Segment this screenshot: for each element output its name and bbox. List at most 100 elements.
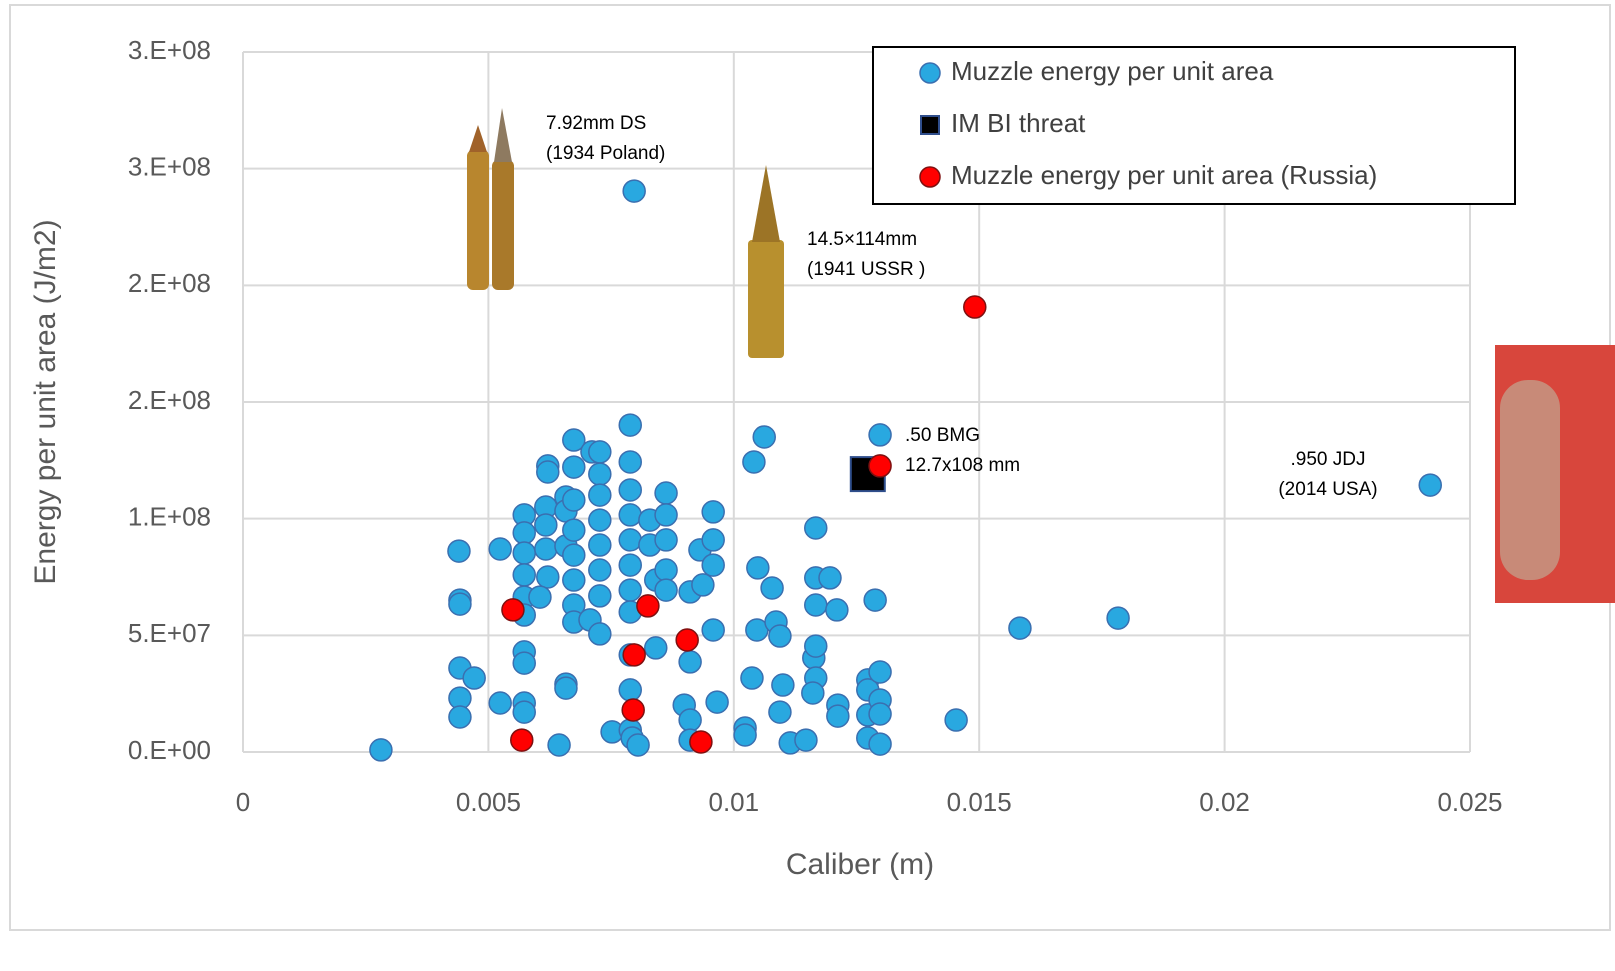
point bbox=[676, 629, 698, 651]
point bbox=[679, 651, 701, 673]
hand-photo bbox=[1500, 380, 1560, 580]
point bbox=[864, 589, 886, 611]
legend-marker bbox=[920, 63, 940, 83]
point bbox=[761, 577, 783, 599]
point bbox=[589, 463, 611, 485]
point bbox=[702, 554, 724, 576]
y-tick-label: 3.E+08 bbox=[128, 35, 211, 65]
point bbox=[623, 644, 645, 666]
point bbox=[692, 574, 714, 596]
y-tick-label: 2.E+08 bbox=[128, 385, 211, 415]
point bbox=[370, 739, 392, 761]
annotation: 7.92mm DS bbox=[546, 113, 646, 134]
point bbox=[513, 522, 535, 544]
point bbox=[819, 567, 841, 589]
point bbox=[623, 180, 645, 202]
point bbox=[826, 599, 848, 621]
point bbox=[637, 595, 659, 617]
point bbox=[502, 599, 524, 621]
y-tick-label: 2.E+08 bbox=[128, 268, 211, 298]
point bbox=[619, 679, 641, 701]
point bbox=[964, 296, 986, 318]
point bbox=[706, 691, 728, 713]
point bbox=[548, 734, 570, 756]
point bbox=[589, 585, 611, 607]
point bbox=[563, 569, 585, 591]
point bbox=[513, 542, 535, 564]
point bbox=[511, 729, 533, 751]
point bbox=[537, 566, 559, 588]
point bbox=[869, 424, 891, 446]
point bbox=[772, 674, 794, 696]
point bbox=[702, 619, 724, 641]
point bbox=[795, 729, 817, 751]
annotation: (1934 Poland) bbox=[546, 143, 665, 164]
point bbox=[619, 504, 641, 526]
x-tick-label: 0.005 bbox=[456, 787, 521, 817]
point bbox=[769, 701, 791, 723]
point bbox=[655, 482, 677, 504]
point bbox=[743, 451, 765, 473]
point bbox=[535, 538, 557, 560]
point bbox=[619, 451, 641, 473]
point bbox=[869, 733, 891, 755]
point bbox=[1009, 617, 1031, 639]
y-tick-label: 1.E+08 bbox=[128, 502, 211, 532]
point bbox=[734, 724, 756, 746]
x-tick-label: 0.015 bbox=[947, 787, 1012, 817]
point bbox=[747, 557, 769, 579]
point bbox=[449, 593, 471, 615]
point bbox=[537, 461, 559, 483]
point bbox=[489, 692, 511, 714]
x-tick-label: 0 bbox=[236, 787, 250, 817]
point bbox=[619, 579, 641, 601]
point bbox=[645, 637, 667, 659]
point bbox=[622, 699, 644, 721]
point bbox=[1107, 607, 1129, 629]
x-tick-label: 0.02 bbox=[1199, 787, 1250, 817]
legend-label: Muzzle energy per unit area bbox=[951, 56, 1274, 86]
x-axis-title: Caliber (m) bbox=[786, 848, 934, 881]
point bbox=[555, 677, 577, 699]
point bbox=[769, 625, 791, 647]
point bbox=[1419, 474, 1441, 496]
x-tick-label: 0.025 bbox=[1437, 787, 1502, 817]
point bbox=[563, 456, 585, 478]
point bbox=[449, 706, 471, 728]
point bbox=[869, 455, 891, 477]
point bbox=[655, 504, 677, 526]
annotation: 12.7x108 mm bbox=[905, 455, 1020, 476]
point bbox=[619, 414, 641, 436]
annotation: .950 JDJ bbox=[1291, 449, 1366, 470]
annotation: (1941 USSR ) bbox=[807, 259, 925, 280]
point bbox=[869, 703, 891, 725]
point bbox=[690, 731, 712, 753]
point bbox=[589, 559, 611, 581]
point bbox=[805, 517, 827, 539]
point bbox=[655, 579, 677, 601]
y-axis-title: Energy per unit area (J/m2) bbox=[29, 219, 62, 584]
point bbox=[513, 701, 535, 723]
point bbox=[802, 682, 824, 704]
legend-label: IM BI threat bbox=[951, 108, 1086, 138]
y-tick-label: 5.E+07 bbox=[128, 618, 211, 648]
point bbox=[529, 586, 551, 608]
legend-marker bbox=[920, 167, 940, 187]
point bbox=[563, 544, 585, 566]
point bbox=[805, 594, 827, 616]
point bbox=[513, 652, 535, 674]
point bbox=[702, 529, 724, 551]
point bbox=[655, 559, 677, 581]
point bbox=[589, 509, 611, 531]
point bbox=[563, 519, 585, 541]
point bbox=[463, 667, 485, 689]
chart: Caliber (m) Energy per unit area (J/m2) … bbox=[0, 0, 1615, 971]
point bbox=[589, 441, 611, 463]
point bbox=[741, 667, 763, 689]
point bbox=[513, 564, 535, 586]
point bbox=[619, 529, 641, 551]
point bbox=[619, 554, 641, 576]
point bbox=[489, 538, 511, 560]
point bbox=[945, 709, 967, 731]
point bbox=[827, 705, 849, 727]
